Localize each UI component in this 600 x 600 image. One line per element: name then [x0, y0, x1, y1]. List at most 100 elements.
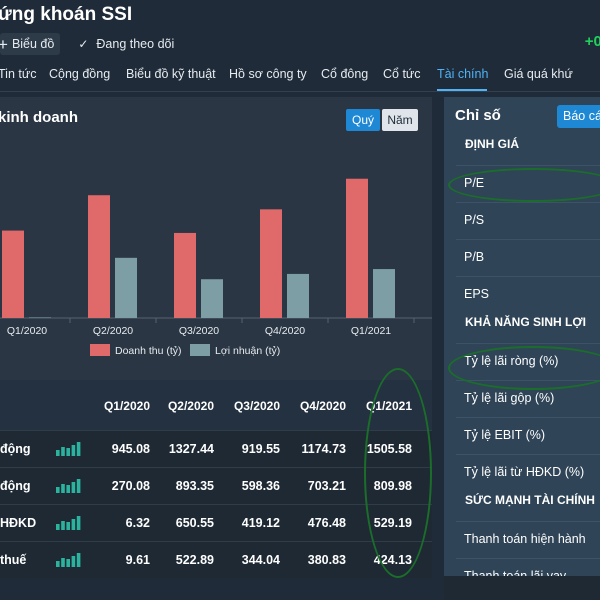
tab-community[interactable]: Cộng đồng [49, 67, 111, 81]
bar-profit [115, 257, 137, 318]
page-title: ứng khoán SSI [0, 4, 133, 25]
tab-price-history[interactable]: Giá quá khứ [504, 67, 573, 81]
table-cell: 703.21 [307, 479, 346, 493]
table-cell: 1327.44 [168, 442, 214, 456]
tab-company-profile[interactable]: Hồ sơ công ty [229, 67, 307, 81]
table-cell: 529.19 [373, 516, 412, 530]
table-row: HĐKD 6.32 650.55 419.12 476.48 529.19 [0, 504, 432, 541]
indicator-item-label: Tỷ lệ lãi ròng (%) [464, 354, 559, 368]
bar-revenue [346, 178, 368, 318]
row-label: động [0, 442, 31, 456]
table-cell: 1505.58 [366, 442, 412, 456]
chart-button-label: Biểu đồ [11, 37, 55, 51]
table-cell: 1174.73 [301, 442, 347, 456]
table-cell: 6.32 [125, 516, 150, 530]
table-cell: 809.98 [373, 479, 412, 493]
bar-revenue [2, 230, 24, 318]
indicator-group-heading-label: SỨC MẠNH TÀI CHÍNH [465, 493, 595, 507]
tab-technical-chart[interactable]: Biểu đồ kỹ thuật [126, 67, 216, 81]
table-cell: 893.35 [175, 479, 214, 493]
indicators-panel [444, 97, 600, 600]
active-tab-indicator [437, 89, 487, 91]
x-tick-label: Q2/2020 [93, 325, 133, 337]
business-panel-title: kinh doanh [0, 109, 78, 126]
price-change: +0. [584, 33, 600, 50]
bar-profit [29, 317, 51, 318]
indicator-item-label: Tỷ lệ lãi từ HĐKD (%) [464, 465, 585, 479]
indicator-item[interactable]: Thanh toán hiện hành [456, 521, 600, 555]
indicator-item-label: P/E [464, 176, 485, 190]
tab-shareholders[interactable]: Cổ đông [321, 67, 369, 81]
row-label: HĐKD [0, 516, 37, 530]
legend-swatch [90, 344, 110, 356]
indicator-item-label: Tỷ lệ lãi gộp (%) [464, 391, 555, 405]
chart-button[interactable]: + Biểu đồ [0, 33, 61, 55]
table-cell: 380.83 [307, 553, 346, 567]
bar-profit [201, 279, 223, 318]
indicators-title: Chỉ số [455, 107, 501, 124]
indicator-item[interactable]: P/S [456, 202, 600, 236]
indicator-item[interactable]: EPS [456, 276, 600, 310]
indicator-item[interactable]: Tỷ lệ EBIT (%) [456, 417, 600, 451]
legend-swatch [190, 344, 210, 356]
tab-finance[interactable]: Tài chính [437, 67, 489, 81]
mini-bar-chart-icon[interactable] [56, 553, 82, 567]
panel-footer [444, 576, 600, 600]
x-tick-label: Q3/2020 [179, 325, 219, 337]
mini-bar-chart-icon[interactable] [56, 442, 82, 456]
table-cell: 522.89 [175, 553, 214, 567]
table-cell: 344.04 [241, 553, 280, 567]
business-chart: Q1/2020 Q2/2020 Q3/2020 Q4/2020 Q1/2021 Doanh… [0, 178, 432, 357]
column-header: Q3/2020 [233, 399, 280, 413]
bar-revenue [88, 195, 110, 318]
indicator-item-label: Tỷ lệ EBIT (%) [464, 428, 546, 442]
plus-icon: + [0, 34, 8, 54]
column-header: Q1/2020 [103, 399, 150, 413]
indicator-item[interactable]: Tỷ lệ lãi ròng (%) [456, 343, 600, 377]
mini-bar-chart-icon[interactable] [56, 479, 82, 493]
follow-toggle[interactable]: ✓ Đang theo dõi [78, 37, 174, 51]
bar-revenue [260, 209, 282, 318]
table-row: động 270.08 893.35 598.36 703.21 809.98 [0, 467, 432, 504]
indicator-item-label: P/S [464, 213, 485, 227]
column-header: Q4/2020 [299, 399, 346, 413]
bar-revenue [174, 232, 196, 318]
bar-profit [373, 269, 395, 318]
x-tick-label: Q4/2020 [265, 325, 305, 337]
column-header: Q2/2020 [167, 399, 214, 413]
indicator-group-heading-label: ĐỊNH GIÁ [465, 137, 519, 151]
indicator-group-heading-label: KHẢ NĂNG SINH LỢI [465, 315, 586, 329]
indicator-item-label: EPS [464, 287, 490, 301]
table-cell: 919.55 [241, 442, 280, 456]
financial-table: Q1/2020 Q2/2020 Q3/2020 Q4/2020 Q1/2021 … [0, 380, 432, 578]
row-label: động [0, 479, 31, 493]
x-tick-label: Q1/2021 [351, 325, 391, 337]
row-label: thuế [0, 553, 27, 567]
mini-bar-chart-icon[interactable] [56, 516, 82, 530]
indicator-item[interactable]: Tỷ lệ lãi từ HĐKD (%) [456, 454, 600, 488]
table-cell: 476.48 [307, 516, 346, 530]
report-button[interactable]: Báo cá [557, 105, 600, 128]
indicator-item[interactable]: P/E [456, 165, 600, 199]
table-cell: 419.12 [241, 516, 280, 530]
tab-news[interactable]: Tin tức [0, 67, 37, 81]
tab-dividends[interactable]: Cổ tức [383, 67, 421, 81]
table-cell: 945.08 [111, 442, 150, 456]
table-header: Q1/2020 Q2/2020 Q3/2020 Q4/2020 Q1/2021 [0, 380, 432, 430]
table-row: động 945.08 1327.44 919.55 1174.73 1505.58 [0, 430, 432, 467]
period-year-button[interactable]: Năm [382, 109, 418, 131]
tab-bar: Tin tức Cộng đồng Biểu đồ kỹ thuật Hồ sơ… [0, 62, 600, 92]
indicator-item[interactable]: Tỷ lệ lãi gộp (%) [456, 380, 600, 414]
table-cell: 598.36 [241, 479, 280, 493]
bar-profit [287, 273, 309, 318]
indicator-item-label: Thanh toán hiện hành [464, 532, 586, 546]
indicator-item[interactable]: P/B [456, 239, 600, 273]
table-cell: 9.61 [125, 553, 150, 567]
x-tick-label: Q1/2020 [7, 325, 47, 337]
indicator-item-label: P/B [464, 250, 485, 264]
legend-label: Lợi nhuận (tỷ) [215, 345, 280, 357]
action-row: + Biểu đồ ✓ Đang theo dõi [0, 32, 174, 56]
table-cell: 270.08 [111, 479, 150, 493]
period-quarter-button[interactable]: Quý [346, 109, 380, 131]
table-cell: 650.55 [175, 516, 214, 530]
